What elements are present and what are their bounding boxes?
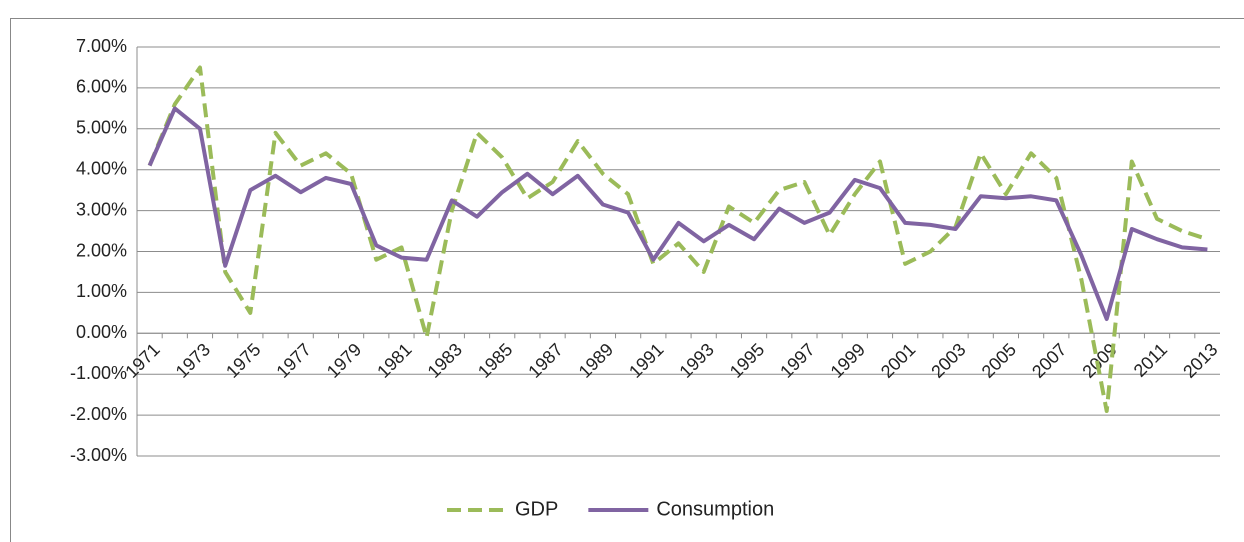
y-tick-label: -2.00% <box>70 404 127 424</box>
y-tick-label: 6.00% <box>76 77 127 97</box>
y-tick-label: -3.00% <box>70 445 127 465</box>
legend-label: Consumption <box>656 498 774 520</box>
chart-border <box>10 18 1244 542</box>
y-tick-label: 1.00% <box>76 281 127 301</box>
y-tick-label: 0.00% <box>76 322 127 342</box>
y-tick-label: 3.00% <box>76 199 127 219</box>
y-tick-label: 2.00% <box>76 240 127 260</box>
y-tick-label: 5.00% <box>76 118 127 138</box>
legend-label: GDP <box>515 498 558 520</box>
line-series <box>147 65 1209 413</box>
y-tick-label: 7.00% <box>76 36 127 56</box>
y-tick-label: -1.00% <box>70 363 127 383</box>
line-series <box>147 106 1208 321</box>
y-tick-label: 4.00% <box>76 158 127 178</box>
